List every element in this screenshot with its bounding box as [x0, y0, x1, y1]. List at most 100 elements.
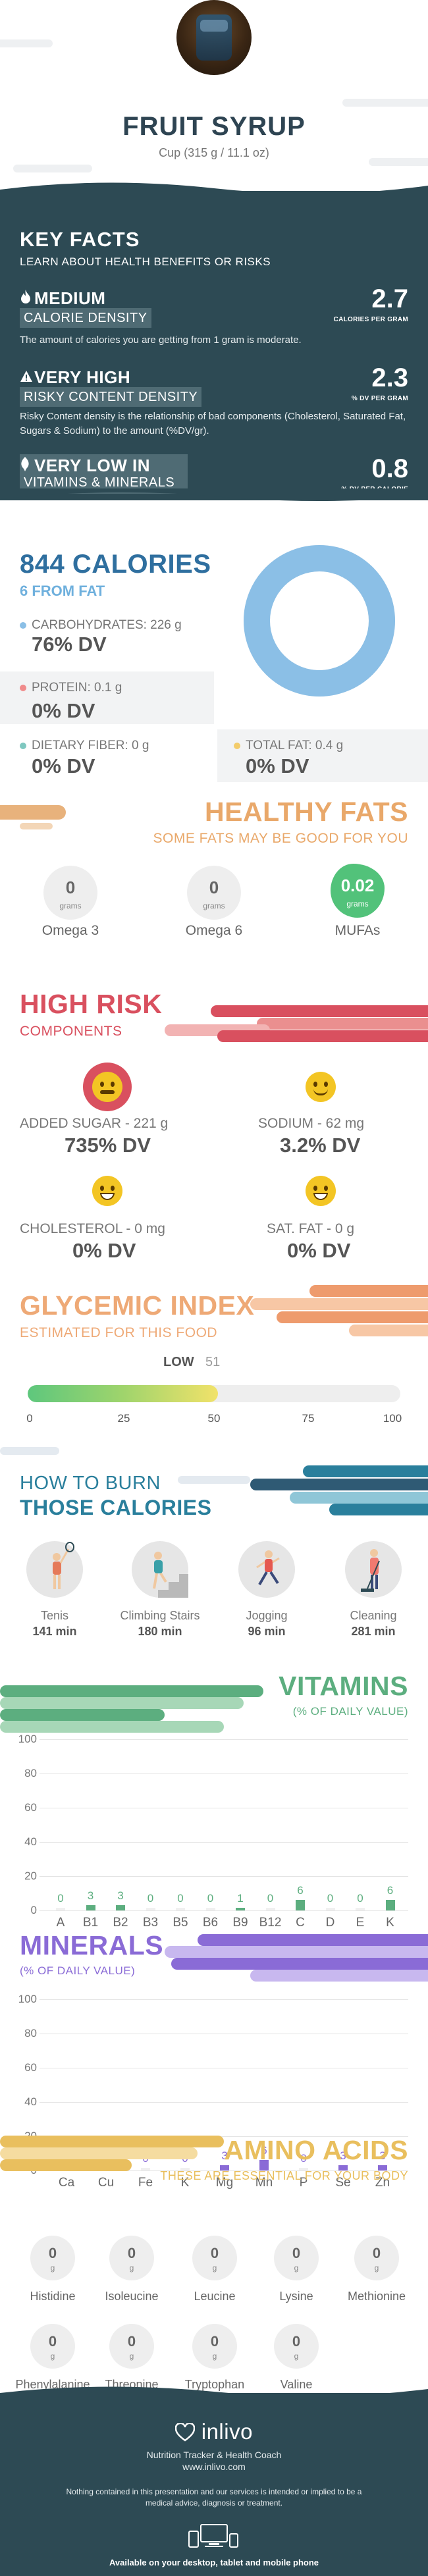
amino-value: 0 [127, 2245, 136, 2261]
amino-subtitle: THESE ARE ESSENTIAL FOR YOUR BODY [160, 2169, 408, 2182]
x-tick-label: Mn [255, 2176, 273, 2190]
fats-decor-bar [0, 805, 66, 820]
vitamins-subtitle: (% OF DAILY VALUE) [292, 1705, 408, 1718]
amino-title: AMINO ACIDS [224, 2135, 408, 2165]
added-sugar-dv: 735% DV [65, 1134, 151, 1157]
minerals-title: MINERALS [20, 1930, 164, 1960]
chart-bar [259, 2160, 269, 2170]
smile-face-icon [296, 1063, 345, 1111]
mufas-label: MUFAs [334, 923, 381, 938]
x-tick-label: C [296, 1916, 305, 1930]
donut-carbs-slice [244, 545, 395, 697]
inlivo-logo[interactable]: inlivo [0, 2419, 428, 2444]
y-tick-label: 60 [24, 2061, 37, 2074]
x-tick-label: B2 [113, 1916, 128, 1930]
grid-line [40, 1999, 408, 2000]
amino-unit: g [50, 2352, 55, 2361]
gi-decor-bar [349, 1325, 428, 1336]
decor-bar [369, 158, 428, 166]
glycemic-value: 51 [205, 1355, 221, 1369]
macro-fiber: DIETARY FIBER: 0 g 0% DV [20, 729, 217, 782]
wave-divider [0, 488, 428, 501]
grid-line [40, 2170, 408, 2171]
cholesterol-label: CHOLESTEROL - 0 mg [20, 1221, 165, 1236]
glycemic-tick: 100 [383, 1412, 402, 1425]
fiber-dv: 0% DV [32, 754, 95, 777]
amino-label: Valine [280, 2378, 313, 2391]
glycemic-fill [28, 1385, 218, 1402]
chart-bar [116, 1905, 125, 1910]
activity-minutes: 281 min [351, 1625, 396, 1638]
y-tick-label: 0 [30, 1904, 37, 1916]
protein-label: PROTEIN: 0.1 g [32, 681, 122, 695]
risky-density-level: VERY HIGH [20, 367, 130, 388]
grin-face-icon [296, 1167, 345, 1215]
chart-bar [265, 1908, 275, 1910]
y-tick-label: 100 [18, 1993, 37, 2005]
vitamins-density-label: VITAMINS & MINERALS [24, 475, 175, 490]
bar-value-label: 0 [177, 1892, 184, 1905]
bar-value-label: 0 [207, 1892, 214, 1905]
activity-name: Jogging [246, 1609, 288, 1622]
x-tick-label: B5 [173, 1916, 188, 1930]
minerals-decor-bar [171, 1958, 428, 1970]
burn-title-line2: THOSE CALORIES [20, 1496, 212, 1519]
chart-bar [220, 2165, 229, 2170]
amino-unit: g [129, 2352, 134, 2361]
glycemic-subtitle: ESTIMATED FOR THIS FOOD [20, 1325, 218, 1340]
x-tick-label: B3 [142, 1916, 159, 1930]
key-facts-section: KEY FACTS LEARN ABOUT HEALTH BENEFITS OR… [0, 182, 428, 501]
glycemic-track [28, 1385, 400, 1402]
chart-bar [205, 1908, 215, 1910]
amino-label: Methionine [347, 2290, 406, 2303]
risky-density-label: RISKY CONTENT DENSITY [20, 387, 202, 407]
amino-unit: g [294, 2263, 299, 2273]
added-sugar-label: ADDED SUGAR - 221 g [20, 1116, 169, 1131]
bar-value-label: 1 [237, 1892, 244, 1905]
activity-name: Cleaning [350, 1609, 397, 1622]
x-tick-label: E [356, 1916, 365, 1930]
carbs-dv: 76% DV [32, 633, 107, 656]
key-facts-title: KEY FACTS [20, 228, 140, 251]
burn-decor-bar [250, 1479, 428, 1490]
chart-bar [299, 2168, 308, 2170]
high-risk-title: HIGH RISK [20, 989, 163, 1019]
omega6-value: 0 [209, 878, 219, 897]
footer-url[interactable]: www.inlivo.com [182, 2461, 246, 2472]
minerals-decor-bar [198, 1934, 428, 1946]
bar-value-label: 3 [340, 2149, 346, 2163]
amino-label: Leucine [194, 2290, 236, 2303]
glycemic-tick: 50 [207, 1412, 221, 1425]
amino-unit: g [50, 2263, 55, 2273]
fiber-label: DIETARY FIBER: 0 g [32, 739, 149, 752]
mufas-badge: 0.02 grams [331, 864, 385, 918]
bar-value-label: 6 [387, 1884, 394, 1897]
calorie-density-desc: The amount of calories you are getting f… [20, 334, 302, 346]
chart-bar [296, 1900, 305, 1910]
x-tick-label: B9 [232, 1916, 248, 1930]
y-tick-label: 40 [24, 1835, 37, 1848]
activity-name: Climbing Stairs [120, 1609, 200, 1622]
minerals-decor-bar [250, 1970, 428, 1982]
grid-line [40, 1910, 408, 1911]
grid-line [40, 1739, 408, 1740]
calorie-density-label: CALORIE DENSITY [20, 308, 151, 328]
gi-decor-bar [309, 1285, 428, 1297]
chart-bar [141, 2168, 150, 2170]
chart-bar [338, 2165, 348, 2170]
minerals-decor-bar [165, 1946, 428, 1958]
chart-bar [180, 2168, 190, 2170]
macro-protein: PROTEIN: 0.1 g 0% DV [0, 671, 214, 724]
risk-decor-bar [211, 1005, 428, 1017]
decor-bar [342, 99, 428, 107]
vitamins-decor-bar [0, 1685, 263, 1697]
omega3-label: Omega 3 [41, 923, 99, 938]
fat-label: TOTAL FAT: 0.4 g [246, 739, 344, 752]
decor-bar [13, 165, 92, 172]
x-tick-label: K [180, 2176, 190, 2190]
risky-density-unit: % DV PER GRAM [351, 395, 408, 402]
risk-decor-bar [257, 1018, 428, 1030]
burn-decor-bar [303, 1465, 428, 1477]
y-tick-label: 20 [24, 1870, 37, 1882]
amino-value: 0 [210, 2245, 219, 2261]
